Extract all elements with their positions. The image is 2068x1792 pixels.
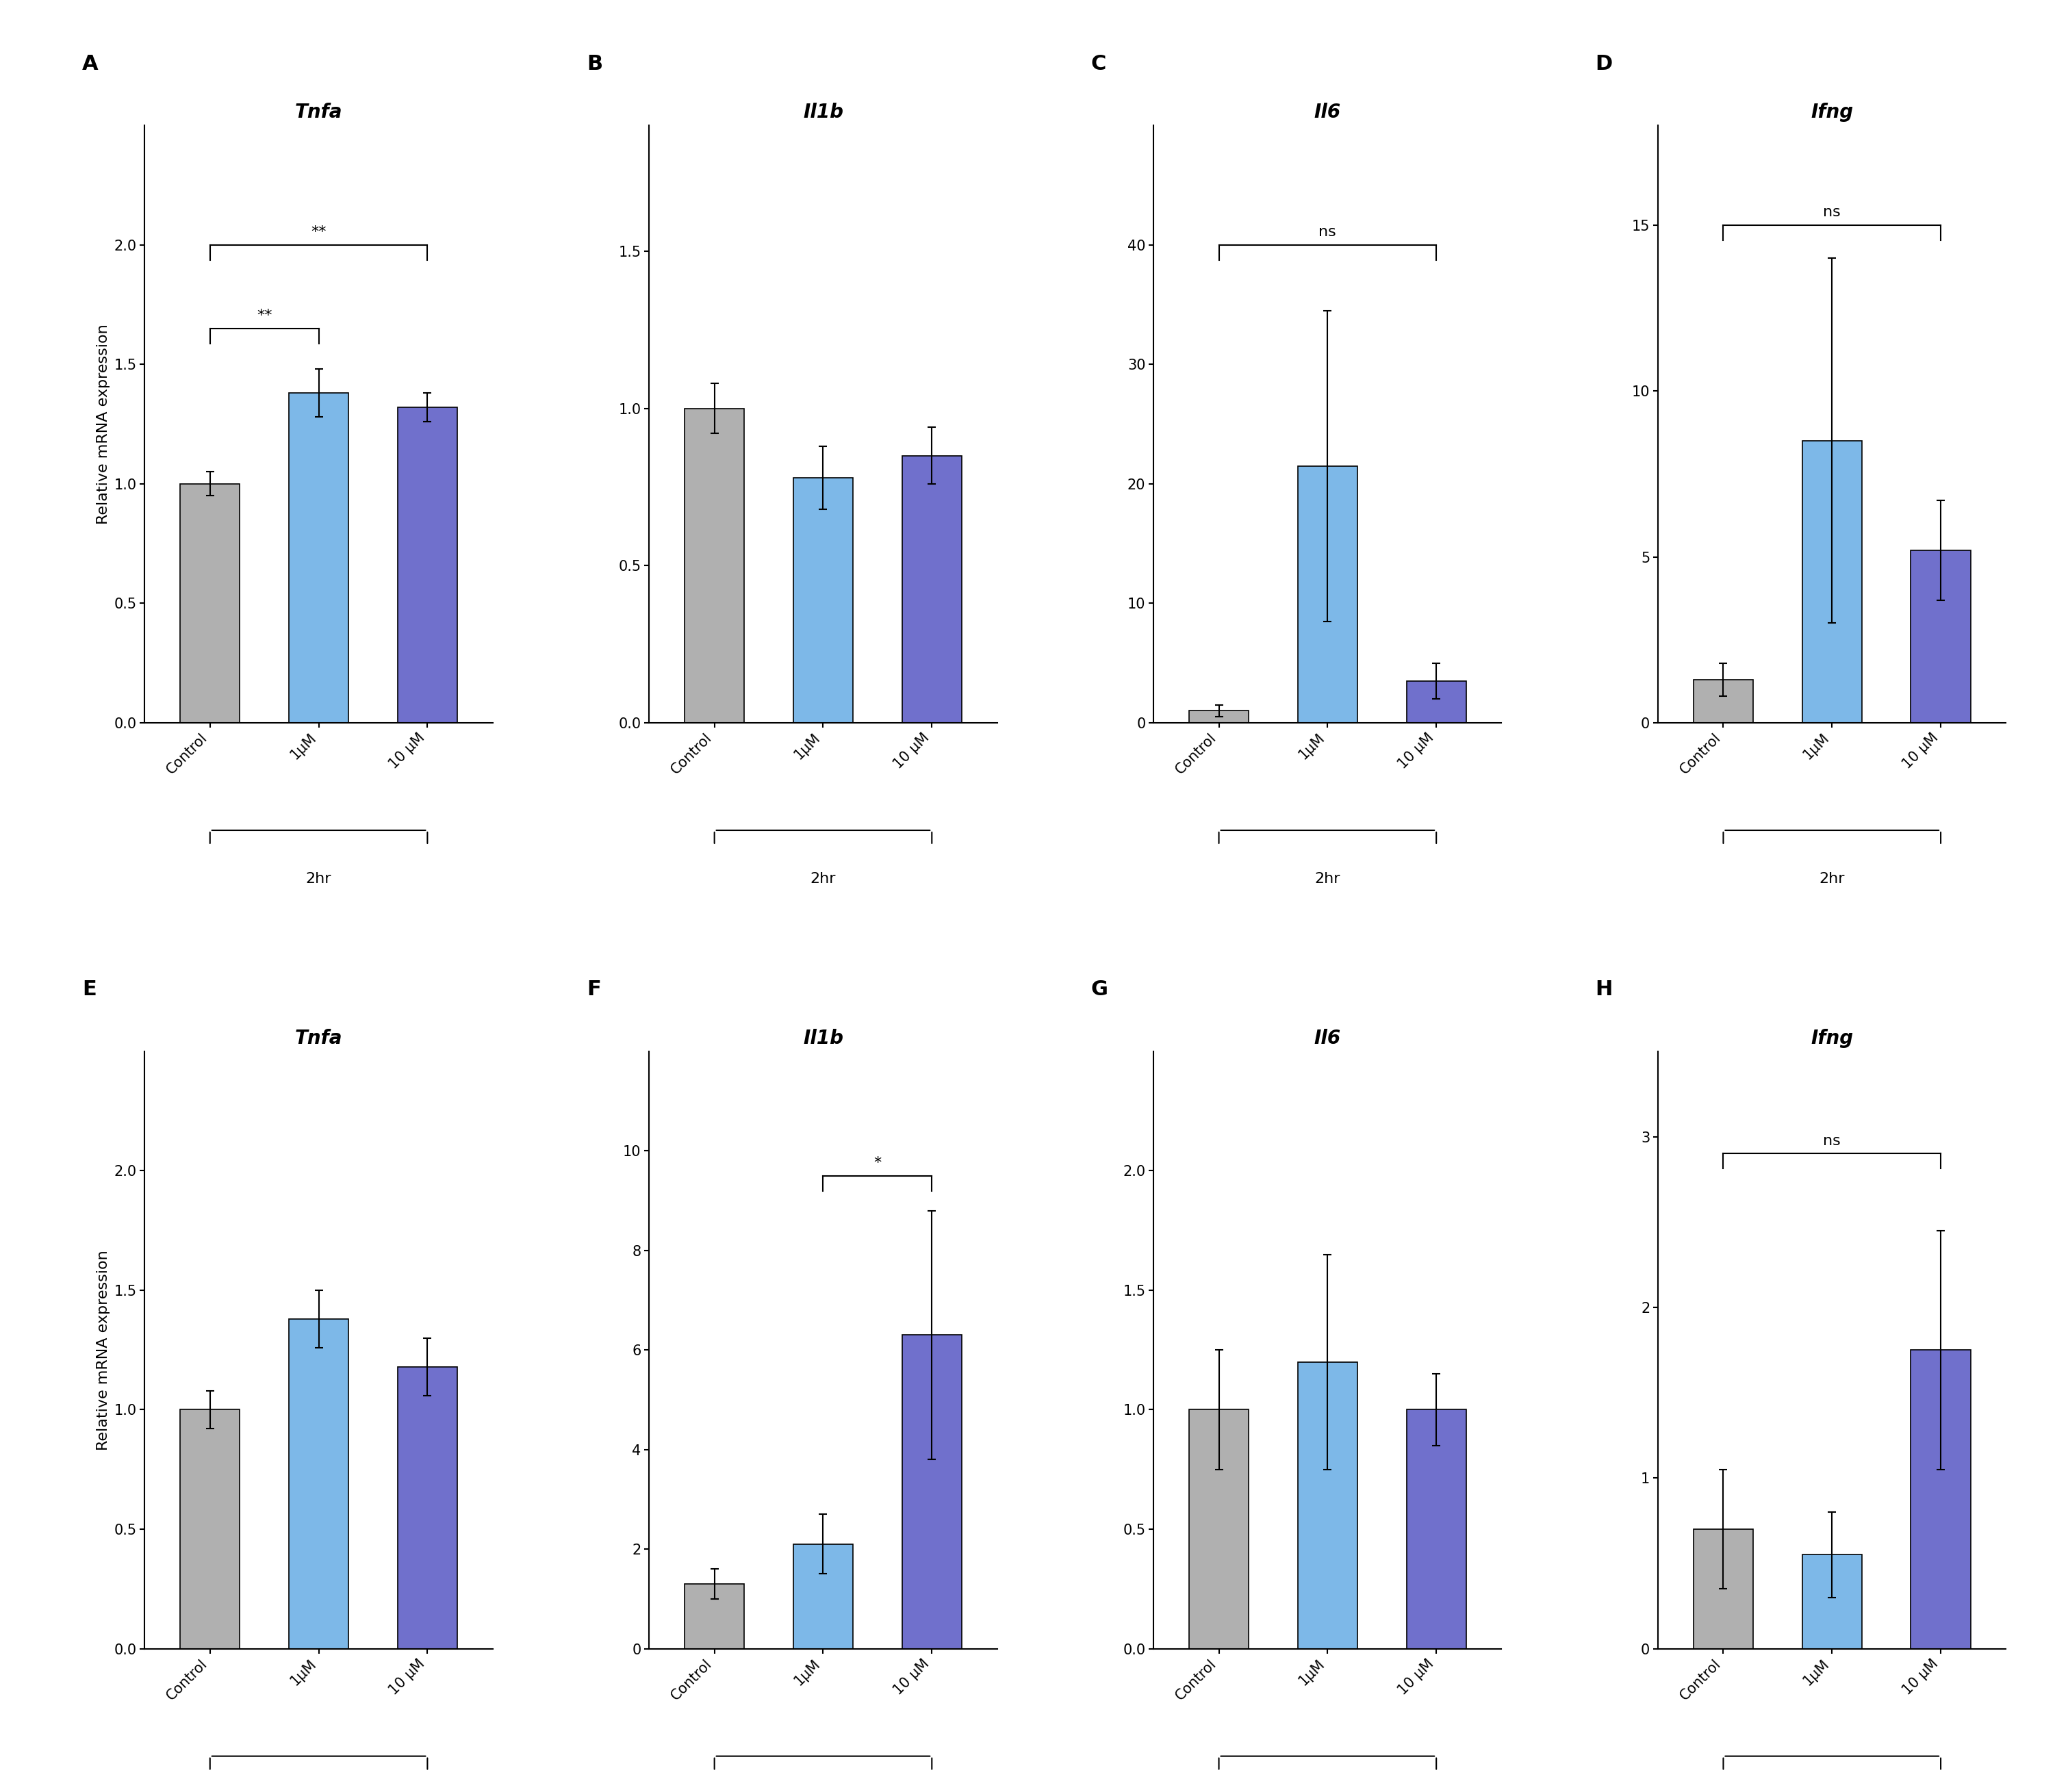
Bar — [1406, 681, 1466, 722]
Text: 2hr: 2hr — [306, 873, 331, 885]
Bar — [1694, 679, 1754, 722]
Text: 2hr: 2hr — [1315, 873, 1340, 885]
Bar — [1911, 550, 1971, 722]
Text: ns: ns — [1824, 1134, 1841, 1147]
Text: H: H — [1594, 980, 1613, 1000]
Bar — [290, 1319, 349, 1649]
Title: Ifng: Ifng — [1812, 102, 1853, 122]
Text: B: B — [587, 54, 602, 73]
Bar — [902, 1335, 962, 1649]
Text: E: E — [83, 980, 97, 1000]
Bar — [1801, 441, 1861, 722]
Title: Tnfa: Tnfa — [296, 1029, 343, 1048]
Bar — [1911, 1349, 1971, 1649]
Bar — [794, 1545, 852, 1649]
Title: Il1b: Il1b — [802, 102, 844, 122]
Bar — [902, 455, 962, 722]
Bar — [685, 1584, 744, 1649]
Bar — [397, 407, 457, 722]
Y-axis label: Relative mRNA expression: Relative mRNA expression — [97, 324, 110, 525]
Bar — [1801, 1555, 1861, 1649]
Bar — [1406, 1410, 1466, 1649]
Text: A: A — [83, 54, 99, 73]
Title: Il6: Il6 — [1313, 102, 1340, 122]
Text: 2hr: 2hr — [811, 873, 835, 885]
Title: Tnfa: Tnfa — [296, 102, 343, 122]
Text: ns: ns — [1824, 206, 1841, 219]
Title: Il6: Il6 — [1313, 1029, 1340, 1048]
Text: C: C — [1092, 54, 1106, 73]
Y-axis label: Relative mRNA expression: Relative mRNA expression — [97, 1249, 110, 1450]
Bar — [1694, 1529, 1754, 1649]
Bar — [180, 1410, 240, 1649]
Bar — [397, 1367, 457, 1649]
Text: D: D — [1594, 54, 1613, 73]
Text: F: F — [587, 980, 602, 1000]
Bar — [1189, 1410, 1249, 1649]
Bar — [794, 477, 852, 722]
Bar — [1189, 711, 1249, 722]
Text: *: * — [873, 1156, 881, 1170]
Bar — [290, 392, 349, 722]
Title: Il1b: Il1b — [802, 1029, 844, 1048]
Text: 2hr: 2hr — [1820, 873, 1845, 885]
Bar — [685, 409, 744, 722]
Title: Ifng: Ifng — [1812, 1029, 1853, 1048]
Text: **: ** — [310, 226, 327, 238]
Text: G: G — [1092, 980, 1108, 1000]
Bar — [180, 484, 240, 722]
Bar — [1299, 466, 1357, 722]
Text: ns: ns — [1319, 226, 1336, 238]
Bar — [1299, 1362, 1357, 1649]
Text: **: ** — [256, 308, 273, 323]
